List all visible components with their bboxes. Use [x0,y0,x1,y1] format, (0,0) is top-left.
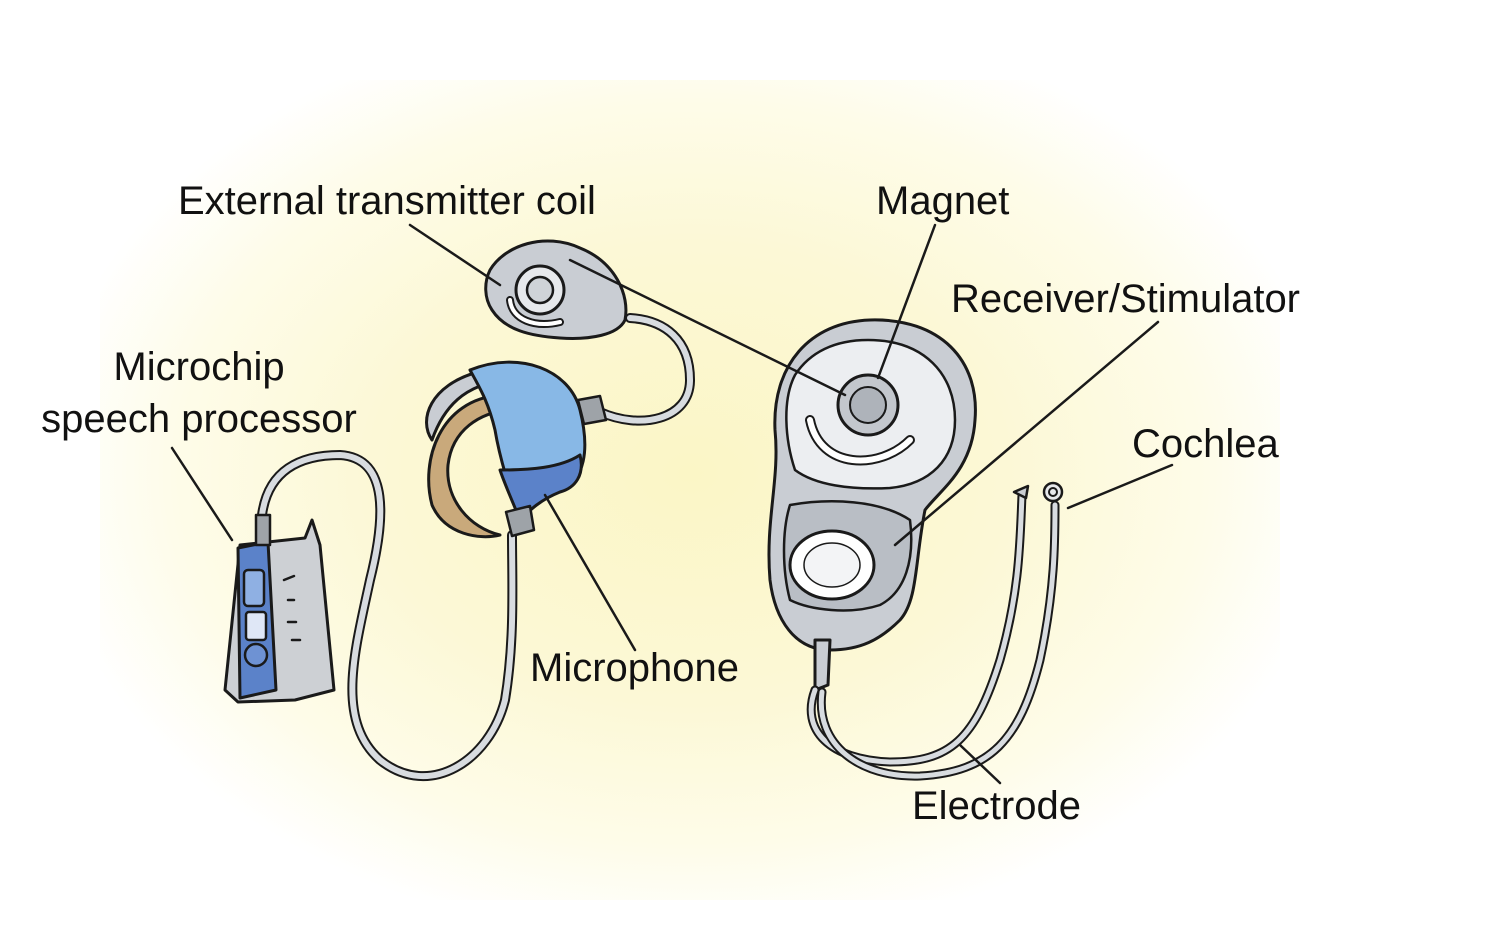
leader-processor [170,446,234,542]
coil-cable [595,313,695,426]
electrode-leads [806,481,1064,781]
label-receiver-stimulator: Receiver/Stimulator [951,277,1301,321]
label-external-transmitter-coil: External transmitter coil [178,179,596,223]
receiver-stimulator [767,318,977,692]
leader-receiver [893,320,1160,547]
leader-lines [170,223,1174,785]
leader-magnet-coil [568,258,847,397]
processor-cable [257,450,518,782]
label-speech-processor-line2: speech processor [41,397,357,441]
label-magnet: Magnet [876,179,1010,223]
leader-electrode [958,743,1002,785]
label-speech-processor: Microchip speech processor [20,341,378,445]
leader-coil [408,223,502,287]
label-speech-processor-line1: Microchip [113,345,285,389]
leader-magnet [876,223,937,380]
label-microphone: Microphone [530,646,740,690]
leader-cochlea [1066,463,1174,510]
label-cochlea: Cochlea [1132,422,1279,466]
leader-microphone [543,493,637,652]
background-glow [100,80,1280,900]
speech-processor [223,513,336,704]
label-electrode: Electrode [912,784,1081,828]
ear-piece [425,360,608,539]
transmitter-coil [484,239,628,340]
